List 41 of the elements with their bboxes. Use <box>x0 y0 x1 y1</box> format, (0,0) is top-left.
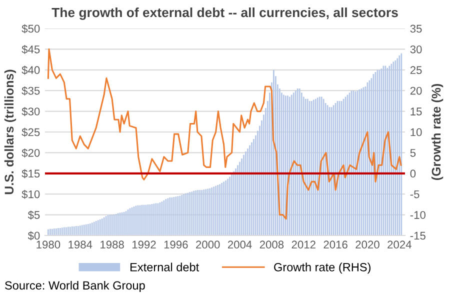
y2-axis-title: (Growth rate (%) <box>431 84 444 180</box>
x-tick-label: 2020 <box>356 240 380 249</box>
y-tick-label: $50 <box>22 24 40 34</box>
y2-tick-label: 10 <box>410 128 422 136</box>
line-series <box>47 48 402 220</box>
x-tick-label: 1992 <box>132 240 156 249</box>
y-tick-label: $0 <box>28 231 40 240</box>
y2-tick-label: 30 <box>410 45 422 54</box>
y-axis-title: U.S. dollars (trillions) <box>4 70 16 194</box>
x-tick-label: 1996 <box>164 240 188 249</box>
y-tick-label: $40 <box>22 66 40 75</box>
y2-tick-label: 35 <box>410 24 422 33</box>
legend-label: External debt <box>130 262 200 272</box>
x-tick-label: 2016 <box>324 240 348 249</box>
x-tick-label: 2004 <box>228 240 252 249</box>
x-tick-label: 2008 <box>260 240 284 249</box>
x-tick-label: 1988 <box>100 240 124 249</box>
y2-tick-label: 25 <box>410 66 422 74</box>
y-tick-label: $25 <box>22 128 40 137</box>
y2-tick-label: -5 <box>410 190 420 198</box>
x-tick-label: 1980 <box>36 240 60 249</box>
chart-title: The growth of external debt -- all currencies, all sectors <box>52 8 398 20</box>
y2-tick-label: 0 <box>410 170 416 178</box>
y-tick-label: $35 <box>22 86 40 96</box>
source-note: Source: World Bank Group <box>5 280 145 292</box>
legend-label: Growth rate (RHS) <box>274 262 370 274</box>
y-tick-label: $15 <box>22 169 40 178</box>
y2-tick-label: 20 <box>410 86 422 95</box>
y2-tick-label: 15 <box>410 108 422 116</box>
y2-tick-label: 5 <box>410 149 416 157</box>
y-tick-label: $30 <box>22 107 40 116</box>
x-tick-label: 2012 <box>292 240 316 249</box>
y-tick-label: $10 <box>22 190 40 199</box>
x-tick-label: 1984 <box>68 240 92 249</box>
x-tick-label: 2000 <box>196 240 220 249</box>
y2-tick-label: -10 <box>410 211 426 219</box>
y2-tick-label: -15 <box>410 232 426 240</box>
y-tick-label: $20 <box>22 148 40 158</box>
y-tick-label: $5 <box>28 210 40 220</box>
x-tick-label: 2024 <box>388 240 412 249</box>
y-tick-label: $45 <box>22 45 40 54</box>
